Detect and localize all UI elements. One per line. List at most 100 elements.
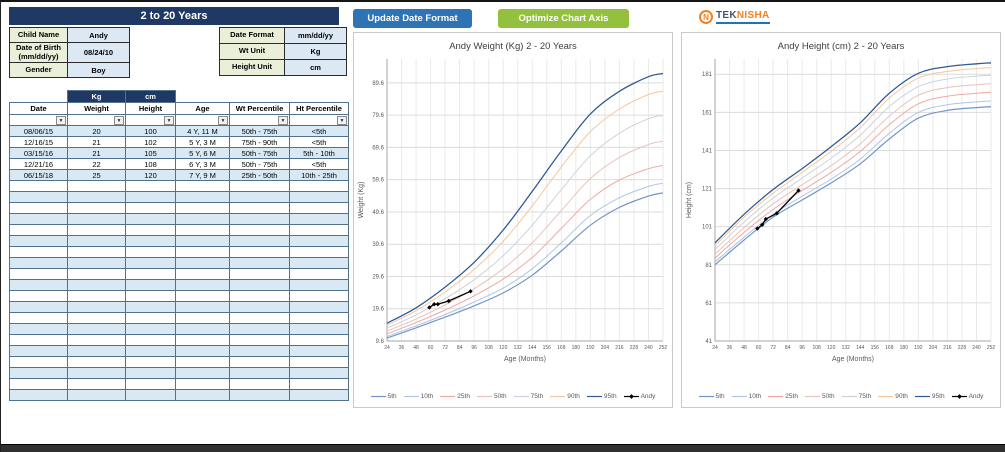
cell[interactable] (229, 290, 290, 302)
cell[interactable] (289, 257, 349, 269)
cell[interactable] (289, 345, 349, 357)
cell[interactable] (175, 224, 230, 236)
cell[interactable] (289, 268, 349, 280)
optimize-chart-axis-button[interactable]: Optimize Chart Axis (498, 9, 629, 28)
cell[interactable] (67, 213, 126, 225)
cell[interactable] (229, 378, 290, 390)
cell[interactable]: 22 (67, 158, 126, 170)
cell[interactable] (67, 367, 126, 379)
cell[interactable] (9, 279, 68, 291)
cell[interactable] (125, 224, 176, 236)
cell[interactable] (175, 191, 230, 203)
cell[interactable] (289, 301, 349, 313)
cell[interactable] (9, 246, 68, 258)
cell[interactable] (125, 257, 176, 269)
cell[interactable]: 5 Y, 6 M (175, 147, 230, 159)
form-value[interactable]: Kg (284, 43, 347, 60)
cell[interactable]: 6 Y, 3 M (175, 158, 230, 170)
cell[interactable]: 105 (125, 147, 176, 159)
cell[interactable]: 20 (67, 125, 126, 137)
cell[interactable] (125, 246, 176, 258)
cell[interactable] (67, 268, 126, 280)
cell[interactable] (289, 246, 349, 258)
cell[interactable] (67, 378, 126, 390)
cell[interactable] (67, 246, 126, 258)
cell[interactable]: 120 (125, 169, 176, 181)
cell[interactable] (289, 323, 349, 335)
cell[interactable] (175, 312, 230, 324)
cell[interactable] (9, 323, 68, 335)
cell[interactable] (67, 202, 126, 214)
cell[interactable] (9, 345, 68, 357)
cell[interactable] (67, 224, 126, 236)
cell[interactable] (175, 257, 230, 269)
cell[interactable] (125, 191, 176, 203)
cell[interactable]: 5 Y, 3 M (175, 136, 230, 148)
cell[interactable] (289, 202, 349, 214)
cell[interactable] (67, 191, 126, 203)
cell[interactable] (175, 356, 230, 368)
cell[interactable] (125, 235, 176, 247)
cell[interactable] (175, 290, 230, 302)
cell[interactable] (289, 224, 349, 236)
cell[interactable]: 7 Y, 9 M (175, 169, 230, 181)
cell[interactable] (67, 323, 126, 335)
cell[interactable] (289, 235, 349, 247)
cell[interactable] (289, 389, 349, 401)
cell[interactable]: 12/21/16 (9, 158, 68, 170)
cell[interactable]: 50th - 75th (229, 158, 290, 170)
cell[interactable] (125, 268, 176, 280)
cell[interactable] (175, 301, 230, 313)
filter-dropdown[interactable]: ▼ (218, 116, 228, 125)
filter-dropdown[interactable]: ▼ (337, 116, 347, 125)
cell[interactable]: 50th - 75th (229, 125, 290, 137)
cell[interactable]: <5th (289, 125, 349, 137)
cell[interactable] (175, 246, 230, 258)
cell[interactable] (175, 180, 230, 192)
cell[interactable] (289, 334, 349, 346)
cell[interactable]: 10th - 25th (289, 169, 349, 181)
cell[interactable] (229, 323, 290, 335)
cell[interactable] (125, 378, 176, 390)
cell[interactable] (9, 235, 68, 247)
cell[interactable] (229, 279, 290, 291)
cell[interactable] (9, 301, 68, 313)
cell[interactable] (125, 312, 176, 324)
cell[interactable] (175, 345, 230, 357)
form-value[interactable]: mm/dd/yy (284, 27, 347, 44)
cell[interactable] (125, 323, 176, 335)
cell[interactable] (175, 323, 230, 335)
cell[interactable] (289, 191, 349, 203)
cell[interactable] (289, 213, 349, 225)
cell[interactable] (125, 180, 176, 192)
cell[interactable]: 25th - 50th (229, 169, 290, 181)
cell[interactable] (67, 290, 126, 302)
cell[interactable] (9, 389, 68, 401)
cell[interactable] (9, 180, 68, 192)
cell[interactable] (9, 213, 68, 225)
cell[interactable] (67, 389, 126, 401)
cell[interactable] (229, 312, 290, 324)
cell[interactable] (289, 180, 349, 192)
cell[interactable] (9, 367, 68, 379)
cell[interactable] (125, 213, 176, 225)
cell[interactable] (229, 224, 290, 236)
cell[interactable] (9, 378, 68, 390)
cell[interactable] (175, 202, 230, 214)
cell[interactable]: 21 (67, 147, 126, 159)
cell[interactable] (67, 235, 126, 247)
cell[interactable]: <5th (289, 158, 349, 170)
cell[interactable]: 21 (67, 136, 126, 148)
form-value[interactable]: 08/24/10 (67, 41, 130, 64)
cell[interactable] (229, 246, 290, 258)
cell[interactable] (289, 279, 349, 291)
cell[interactable] (229, 345, 290, 357)
cell[interactable] (125, 334, 176, 346)
cell[interactable] (175, 378, 230, 390)
cell[interactable]: 25 (67, 169, 126, 181)
cell[interactable] (229, 257, 290, 269)
cell[interactable] (175, 268, 230, 280)
form-value[interactable]: Andy (67, 27, 130, 43)
cell[interactable] (67, 180, 126, 192)
cell[interactable]: 03/15/16 (9, 147, 68, 159)
